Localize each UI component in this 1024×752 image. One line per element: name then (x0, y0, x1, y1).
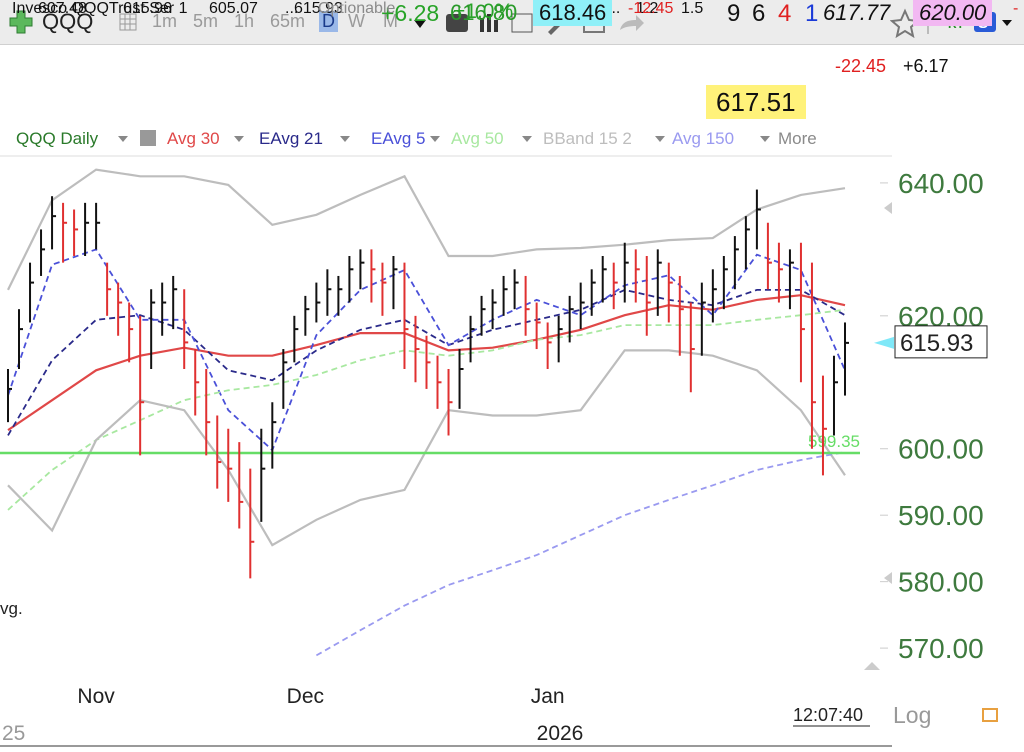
quote-value: 617.51 (706, 85, 806, 119)
dropdown-icon (522, 136, 532, 142)
quote-value: 615.93 (294, 0, 343, 17)
quote-value: 4 (778, 0, 792, 27)
plot-area (0, 155, 872, 680)
y-tick-label: 570.00 (898, 633, 984, 664)
last-price-pointer (874, 336, 894, 349)
scale-toggle[interactable]: Log (893, 702, 931, 728)
clock: 12:07:40 (793, 705, 863, 725)
interval-button[interactable]: 1h (234, 11, 255, 31)
add-icon[interactable] (8, 9, 34, 35)
indicator-line (7, 288, 846, 436)
dropdown-icon (655, 136, 665, 142)
quote-value: 615.96 (123, 0, 172, 17)
left-cut-label: vg. (0, 599, 23, 618)
dropdown-icon (430, 136, 440, 142)
interval-button[interactable]: M (383, 11, 398, 31)
x-tick-label: Jan (531, 685, 565, 708)
scroll-marker (884, 572, 892, 584)
quote-value: Optionable (318, 0, 396, 17)
prev-year-label: 25 (2, 722, 25, 745)
indicator-line (315, 451, 846, 657)
indicator-label[interactable]: Avg 150 (672, 129, 735, 148)
y-tick-label: 590.00 (898, 500, 984, 531)
text-tool-icon[interactable] (446, 14, 468, 32)
interval-button[interactable]: 1m (152, 11, 178, 31)
x-tick-label: Nov (77, 685, 115, 708)
quote-value: Invesco QQQTrust Ser 1 (12, 0, 188, 17)
quote-value: 1.2 (636, 0, 659, 17)
table-icon[interactable] (511, 13, 533, 33)
last-price-label: 615.93 (900, 330, 973, 357)
dropdown-icon[interactable] (414, 20, 426, 28)
quote-value: 605.07 (209, 0, 258, 17)
interval-button[interactable]: 5m (193, 11, 219, 31)
dropdown-icon (760, 136, 770, 142)
quote-value: -22.45 (835, 56, 887, 76)
last-price-box (894, 325, 988, 359)
scroll-marker (864, 662, 880, 670)
more-button[interactable]: More (778, 129, 817, 148)
indicator-line (7, 168, 846, 291)
symbol-period[interactable]: QQQ Daily (16, 129, 99, 148)
indicator-line-lower (7, 349, 846, 547)
x-tick-label: Dec (287, 685, 324, 708)
settings-icon (982, 708, 998, 722)
quote-value: 1.5 (681, 0, 704, 17)
quote-value: 617.77 (823, 0, 891, 25)
quote-value: 1 (805, 0, 819, 27)
quote-value: - (1013, 0, 1019, 17)
interval-button[interactable]: W (348, 11, 365, 31)
quote-value: 6 (752, 0, 766, 27)
share-icon[interactable] (620, 15, 644, 31)
y-tick-label: 600.00 (898, 434, 984, 465)
y-tick-label: 580.00 (898, 567, 984, 598)
quote-value: 607.48 (38, 0, 87, 17)
dropdown-icon (340, 136, 350, 142)
quote-value: +6.28 (381, 0, 440, 26)
indicator-line (7, 248, 846, 452)
interval-button[interactable]: 65m (270, 11, 306, 31)
grid-icon (140, 130, 156, 146)
interval-button[interactable]: D (319, 11, 338, 32)
quote-value: +1.0% (453, 0, 514, 23)
dropdown-icon (118, 136, 128, 142)
quote-value: ... (285, 0, 299, 17)
quote-value: 618.46 (533, 0, 613, 26)
y-tick-label: 640.00 (898, 168, 984, 199)
reference-label: 599.35 (808, 432, 860, 451)
quote-value: 620.00 (913, 0, 993, 26)
year-label: 2026 (537, 722, 584, 745)
grid-icon[interactable] (118, 12, 138, 32)
indicator-label[interactable]: Avg 30 (167, 129, 220, 148)
indicator-label[interactable]: EAvg 21 (259, 129, 323, 148)
quote-value: 616.80 (450, 0, 518, 25)
quote-value: +6.17 (903, 56, 949, 76)
scroll-marker (884, 202, 892, 214)
quote-value: -12.45 (628, 0, 674, 17)
dropdown-icon (234, 136, 244, 142)
symbol[interactable]: QQQ (42, 9, 94, 34)
quote-value: 9 (727, 0, 741, 27)
indicator-label[interactable]: EAvg 5 (371, 129, 426, 148)
indicator-label[interactable]: BBand 15 2 (543, 129, 632, 148)
indicator-label[interactable]: Avg 50 (451, 129, 504, 148)
